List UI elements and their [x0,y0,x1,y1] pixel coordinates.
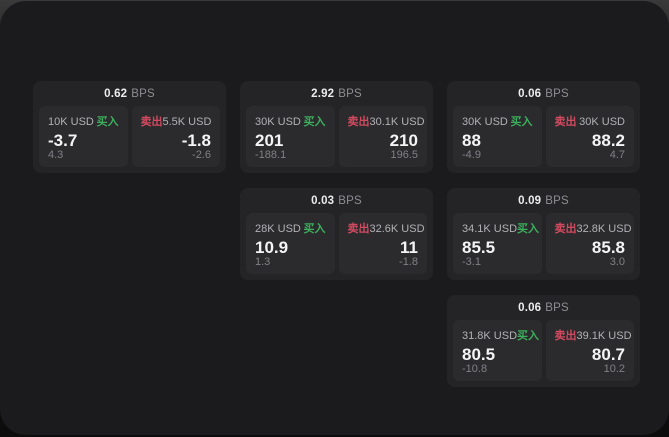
sell-quote-tile[interactable]: 卖出 5.5K USD -1.8 -2.6 [131,106,220,167]
sell-delta: 10.2 [603,363,625,375]
sell-label: 卖出 [554,116,577,128]
buy-quote-tile[interactable]: 10K USD 买入 -3.7 4.3 [39,106,128,167]
sell-size-label: 32.8K USD [576,223,632,235]
bps-unit-label: BPS [545,194,569,207]
buy-price: 80.5 [462,344,496,364]
bps-unit-label: BPS [131,87,155,100]
bps-value: 0.62 [104,87,128,100]
sell-price: 85.8 [591,237,625,257]
buy-price: 85.5 [462,237,496,257]
buy-label: 买入 [303,223,326,235]
sell-delta: -1.8 [399,256,418,268]
bps-header: 0.06 BPS [447,81,640,106]
buy-size-label: 30K USD [255,116,301,128]
buy-size-label: 10K USD [48,116,94,128]
buy-quote-tile[interactable]: 30K USD 买入 88 -4.9 [453,106,542,167]
buy-size-label: 34.1K USD [462,223,518,235]
buy-size-label: 31.8K USD [462,330,518,342]
sell-label: 卖出 [554,223,577,235]
sell-size-label: 30K USD [579,116,625,128]
sell-size-label: 30.1K USD [369,116,425,128]
bps-value: 0.06 [518,87,542,100]
bps-value: 0.03 [311,194,335,207]
sell-quote-tile[interactable]: 卖出 32.6K USD 11 -1.8 [338,213,427,274]
buy-size-label: 30K USD [462,116,508,128]
buy-delta: 1.3 [255,256,271,268]
sell-label: 卖出 [347,223,370,235]
buy-label: 买入 [510,116,533,128]
bps-unit-label: BPS [338,194,362,207]
buy-price: 201 [255,130,284,150]
sell-price: 11 [400,237,418,257]
buy-delta: -10.8 [462,363,488,375]
buy-delta: -3.1 [462,256,481,268]
sell-quote-tile[interactable]: 卖出 30.1K USD 210 196.5 [338,106,427,167]
bps-header: 0.06 BPS [447,295,640,320]
bps-header: 0.03 BPS [240,188,433,213]
sell-price: -1.8 [181,130,211,150]
buy-label: 买入 [96,116,119,128]
buy-label: 买入 [517,223,540,235]
quote-card: 0.03 BPS 28K USD 买入 10.9 1.3 卖出 32.6K US… [240,188,433,280]
bps-unit-label: BPS [545,301,569,314]
sell-delta: 196.5 [390,149,418,161]
sell-quote-tile[interactable]: 卖出 32.8K USD 85.8 3.0 [545,213,634,274]
sell-quote-tile[interactable]: 卖出 30K USD 88.2 4.7 [545,106,634,167]
sell-price: 88.2 [591,130,625,150]
bps-value: 0.09 [518,194,542,207]
quote-card: 0.06 BPS 31.8K USD 买入 80.5 -10.8 卖出 39.1… [447,295,640,387]
sell-delta: 3.0 [609,256,625,268]
sell-quote-tile[interactable]: 卖出 39.1K USD 80.7 10.2 [545,320,634,381]
bps-header: 2.92 BPS [240,81,433,106]
sell-label: 卖出 [347,116,370,128]
bps-unit-label: BPS [545,87,569,100]
buy-size-label: 28K USD [255,223,301,235]
buy-label: 买入 [303,116,326,128]
quote-card: 2.92 BPS 30K USD 买入 201 -188.1 卖出 30.1K … [240,81,433,173]
bps-header: 0.09 BPS [447,188,640,213]
quote-card: 0.62 BPS 10K USD 买入 -3.7 4.3 卖出 5.5K USD… [33,81,226,173]
quote-card: 0.06 BPS 30K USD 买入 88 -4.9 卖出 30K USD 8… [447,81,640,173]
buy-price: -3.7 [48,130,78,150]
quote-card: 0.09 BPS 34.1K USD 买入 85.5 -3.1 卖出 32.8K… [447,188,640,280]
sell-price: 210 [389,130,418,150]
bps-value: 0.06 [518,301,542,314]
sell-delta: -2.6 [192,149,211,161]
sell-delta: 4.7 [609,149,625,161]
buy-quote-tile[interactable]: 31.8K USD 买入 80.5 -10.8 [453,320,542,381]
bps-unit-label: BPS [338,87,362,100]
sell-size-label: 39.1K USD [576,330,632,342]
sell-label: 卖出 [140,116,163,128]
sell-label: 卖出 [554,330,577,342]
sell-size-label: 32.6K USD [369,223,425,235]
buy-label: 买入 [517,330,540,342]
sell-size-label: 5.5K USD [162,116,212,128]
bps-header: 0.62 BPS [33,81,226,106]
buy-quote-tile[interactable]: 34.1K USD 买入 85.5 -3.1 [453,213,542,274]
sell-price: 80.7 [591,344,625,364]
buy-delta: -4.9 [462,149,481,161]
buy-price: 88 [462,130,481,150]
bps-value: 2.92 [311,87,335,100]
buy-quote-tile[interactable]: 30K USD 买入 201 -188.1 [246,106,335,167]
buy-delta: 4.3 [48,149,64,161]
buy-quote-tile[interactable]: 28K USD 买入 10.9 1.3 [246,213,335,274]
buy-delta: -188.1 [255,149,287,161]
buy-price: 10.9 [255,237,289,257]
